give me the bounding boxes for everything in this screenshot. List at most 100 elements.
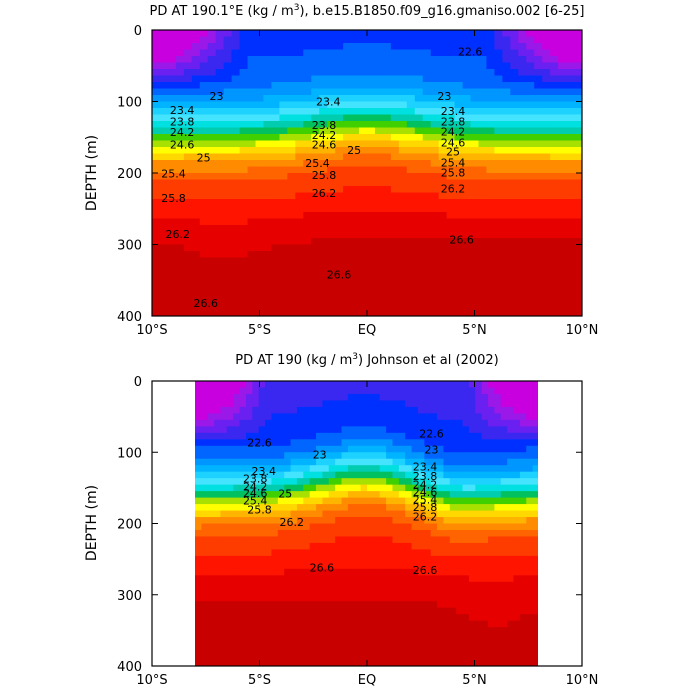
contour-cell (258, 510, 266, 518)
contour-cell (542, 140, 551, 148)
contour-cell (481, 575, 489, 583)
contour-cell (303, 419, 311, 427)
contour-cell (382, 264, 392, 272)
contour-cell (201, 478, 209, 486)
contour-cell (494, 529, 502, 538)
contour-cell (311, 251, 320, 259)
contour-cell (207, 607, 215, 615)
contour-cell (239, 504, 247, 512)
contour-cell (405, 594, 413, 602)
contour-cell (327, 88, 336, 96)
contour-cell (438, 88, 448, 96)
contour-cell (263, 179, 273, 187)
contour-cell (195, 406, 202, 414)
contour-cell (277, 497, 285, 505)
contour-cell (201, 387, 209, 395)
contour-cell (335, 62, 344, 70)
contour-label: 25.4 (243, 495, 268, 508)
contour-cell (231, 186, 241, 194)
contour-cell (303, 101, 312, 109)
contour-cell (373, 445, 381, 453)
contour-cell (152, 121, 161, 129)
contour-cell (271, 471, 279, 479)
contour-cell (532, 400, 538, 408)
contour-cell (220, 445, 228, 453)
contour-cell (220, 517, 228, 525)
contour-cell (382, 101, 392, 109)
contour-cell (430, 536, 438, 544)
contour-cell (367, 607, 374, 615)
contour-cell (443, 419, 451, 427)
contour-cell (507, 471, 515, 479)
contour-cell (335, 114, 344, 122)
contour-cell (233, 601, 241, 609)
contour-cell (335, 439, 343, 447)
contour-cell (454, 140, 464, 148)
contour-cell (263, 108, 273, 116)
contour-cell (386, 458, 394, 466)
contour-cell (263, 153, 273, 161)
contour-cell (494, 186, 503, 194)
contour-cell (478, 75, 488, 83)
contour-cell (311, 218, 320, 226)
contour-cell (392, 523, 400, 531)
contour-cell (500, 659, 508, 666)
contour-cell (513, 426, 521, 434)
contour-cell (335, 199, 344, 207)
contour-cell (574, 186, 582, 194)
contour-cell (245, 439, 253, 447)
contour-cell (295, 108, 304, 116)
contour-cell (456, 432, 464, 440)
contour-cell (470, 303, 480, 311)
contour-cell (478, 309, 488, 316)
contour-cell (367, 166, 376, 174)
contour-cell (414, 121, 424, 129)
contour-cell (152, 199, 161, 207)
contour-cell (386, 646, 394, 654)
contour-cell (526, 225, 535, 233)
contour-cell (398, 75, 408, 83)
contour-cell (475, 426, 483, 434)
contour-cell (507, 426, 515, 434)
contour-cell (265, 523, 273, 531)
contour-cell (167, 160, 177, 168)
contour-cell (478, 199, 488, 207)
contour-cell (279, 192, 288, 200)
contour-cell (258, 549, 266, 557)
contour-cell (199, 192, 209, 200)
contour-cell (309, 627, 317, 635)
contour-cell (519, 620, 527, 628)
contour-cell (392, 381, 400, 389)
contour-cell (526, 160, 535, 168)
contour-cell (367, 465, 374, 473)
contour-cell (405, 517, 413, 525)
contour-cell (386, 478, 394, 486)
contour-cell (392, 517, 400, 525)
contour-cell (233, 452, 241, 460)
contour-cell (502, 127, 511, 135)
contour-cell (271, 166, 280, 174)
contour-cell (295, 69, 304, 77)
contour-cell (481, 607, 489, 615)
contour-cell (309, 426, 317, 434)
contour-cell (534, 244, 543, 252)
contour-cell (220, 465, 228, 473)
contour-cell (247, 277, 257, 285)
contour-cell (322, 646, 330, 654)
contour-cell (532, 529, 538, 538)
contour-cell (183, 62, 193, 70)
contour-cell (167, 30, 177, 38)
contour-cell (438, 283, 448, 291)
contour-cell (335, 309, 344, 316)
contour-cell (191, 283, 201, 291)
contour-cell (265, 419, 273, 427)
contour-cell (470, 160, 480, 168)
contour-cell (373, 523, 381, 531)
contour-cell (382, 95, 392, 103)
contour-cell (296, 400, 304, 408)
contour-cell (223, 244, 233, 252)
contour-cell (303, 140, 312, 148)
contour-cell (191, 238, 201, 246)
contour-cell (502, 160, 511, 168)
contour-cell (526, 510, 534, 518)
